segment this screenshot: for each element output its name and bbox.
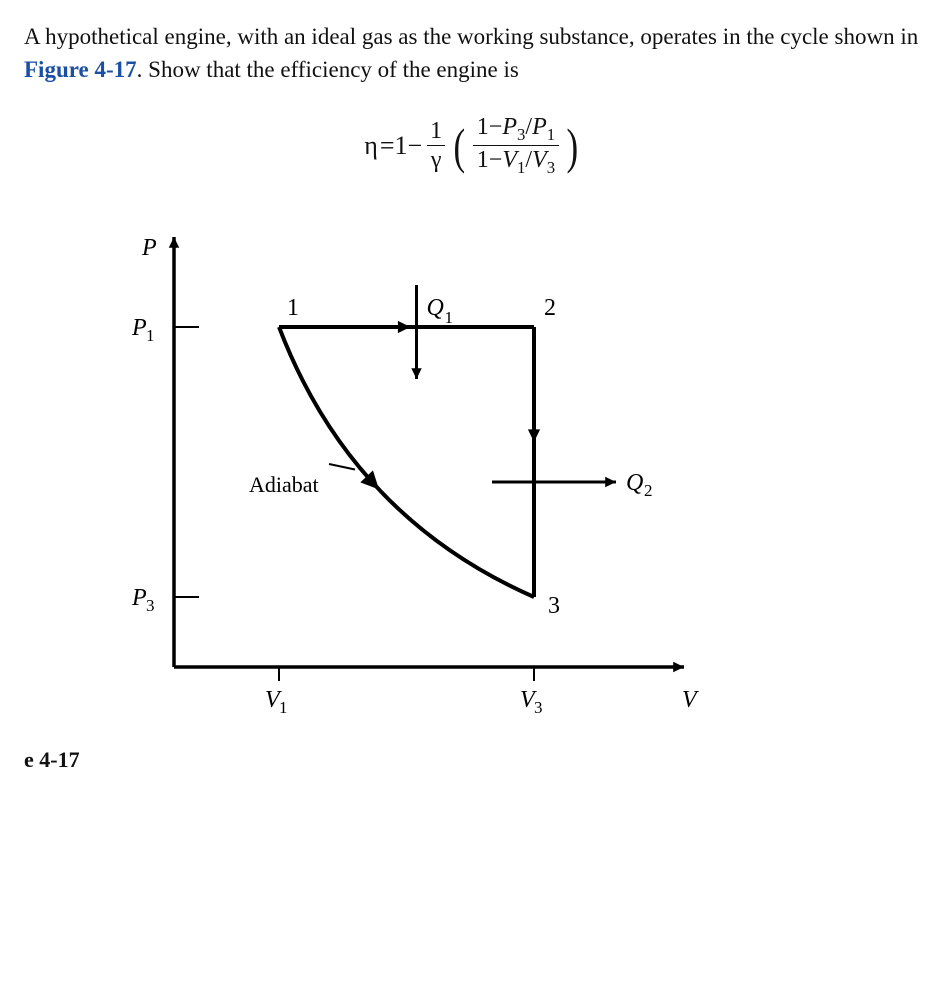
- svg-text:P: P: [131, 315, 147, 341]
- right-paren: ): [566, 126, 579, 166]
- eta-symbol: η: [364, 131, 378, 161]
- num-one: 1: [426, 119, 446, 145]
- svg-text:1: 1: [146, 326, 155, 345]
- svg-text:1: 1: [445, 308, 454, 327]
- left-paren: (: [453, 126, 466, 166]
- svg-text:P: P: [131, 585, 147, 611]
- svg-text:Q: Q: [626, 470, 643, 496]
- problem-line1: A hypothetical engine, with an ideal gas…: [24, 24, 918, 49]
- svg-text:3: 3: [146, 596, 155, 615]
- svg-text:1: 1: [279, 698, 288, 717]
- num-p1: P: [532, 114, 547, 140]
- den-v3: V: [532, 147, 547, 173]
- problem-line2: . Show that the efficiency of the engine…: [137, 57, 519, 82]
- pv-diagram-svg: PVP1P3V1V3Q1Q2123Adiabat: [24, 197, 744, 737]
- frac-one-over-gamma: 1 γ: [426, 119, 446, 172]
- equals-one-minus: =1−: [380, 131, 422, 161]
- den-prefix: 1−: [477, 147, 503, 173]
- svg-text:1: 1: [287, 295, 299, 321]
- num-p1-sub: 1: [547, 124, 555, 143]
- pv-diagram-figure: PVP1P3V1V3Q1Q2123Adiabat: [24, 197, 924, 737]
- figure-ref: Figure 4-17: [24, 57, 137, 82]
- svg-text:Adiabat: Adiabat: [249, 472, 319, 497]
- problem-text: A hypothetical engine, with an ideal gas…: [24, 20, 922, 87]
- den-v1: V: [502, 147, 517, 173]
- svg-text:V: V: [682, 687, 699, 713]
- num-p3: P: [502, 114, 517, 140]
- den-gamma: γ: [427, 145, 446, 172]
- num-prefix: 1−: [477, 114, 503, 140]
- svg-text:2: 2: [644, 481, 653, 500]
- figure-caption: e 4-17: [24, 747, 922, 773]
- svg-text:3: 3: [548, 593, 560, 619]
- efficiency-equation: η =1− 1 γ ( 1−P3/P1 1−V1/V3 ): [24, 115, 922, 177]
- den-v3-sub: 3: [547, 158, 555, 177]
- svg-text:P: P: [141, 235, 157, 261]
- frac-pressure-volume: 1−P3/P1 1−V1/V3: [473, 115, 559, 177]
- svg-text:2: 2: [544, 295, 556, 321]
- svg-text:Q: Q: [427, 295, 444, 321]
- svg-text:3: 3: [534, 698, 543, 717]
